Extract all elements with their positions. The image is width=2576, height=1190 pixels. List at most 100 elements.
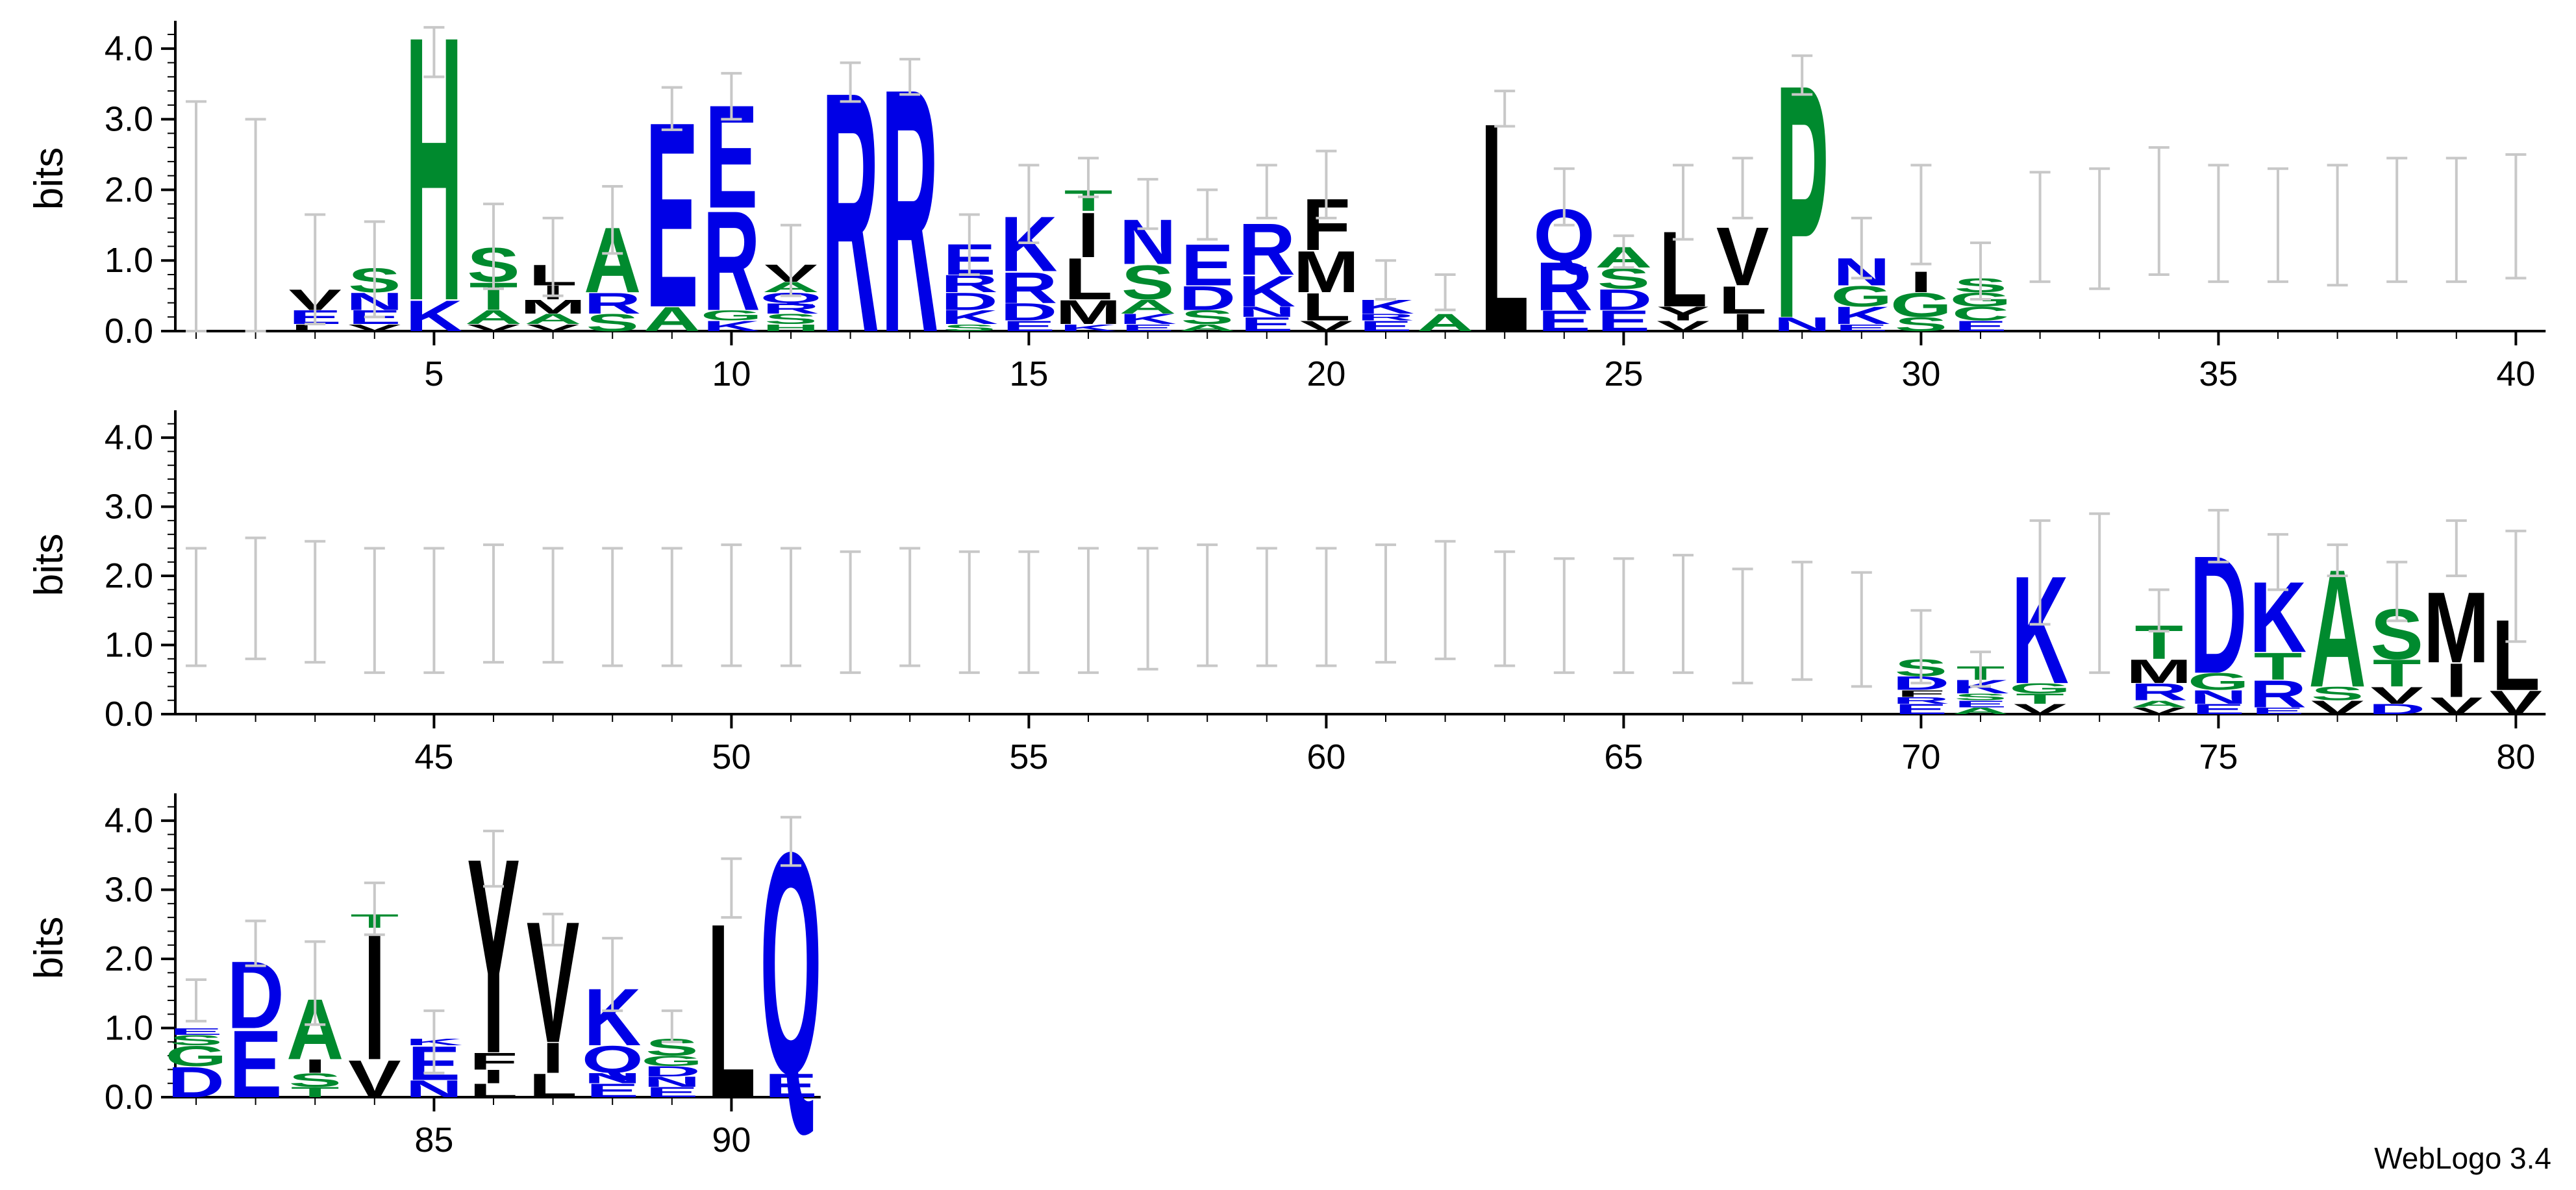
logo-column-85: NEK [405, 1009, 463, 1102]
logo-letter: G [2188, 669, 2249, 695]
logo-column-39 [2445, 156, 2467, 283]
logo-letter: R [584, 287, 641, 320]
logo-column-23: L [1481, 61, 1529, 395]
y-tick-label: 0.0 [105, 1078, 153, 1117]
logo-letter: K [1833, 302, 1890, 329]
logo-letter: L [1064, 246, 1113, 312]
logo-letter: E [1954, 317, 2007, 334]
logo-letter: R [1357, 312, 1414, 323]
y-tick-label: 2.0 [105, 170, 153, 209]
logo-column-43 [305, 539, 326, 664]
logo-letter: I [304, 1056, 326, 1077]
logo-column-46 [483, 543, 504, 664]
logo-column-56 [1078, 547, 1099, 675]
logo-column-22: A [1417, 273, 1474, 336]
logo-letter: K [405, 291, 462, 341]
x-tick-label: 50 [712, 738, 751, 776]
logo-column-69 [1851, 571, 1872, 688]
logo-letter: E [645, 1084, 698, 1100]
logo-column-1 [186, 100, 206, 332]
logo-column-70: ERFDS [1892, 609, 1950, 717]
logo-column-33 [2089, 167, 2110, 290]
logo-column-32 [2029, 171, 2051, 283]
y-tick-label: 1.0 [105, 241, 153, 280]
y-tick-label: 1.0 [105, 626, 153, 665]
logo-letter: V [2430, 693, 2482, 719]
logo-letter: A [1119, 295, 1176, 317]
logo-column-31: ECGS [1949, 242, 2012, 334]
logo-letter: L [529, 1067, 577, 1104]
logo-column-55 [1018, 550, 1040, 675]
footer-label: WebLogo 3.4 [2374, 1141, 2551, 1175]
logo-letter: G [1890, 286, 1952, 324]
logo-letter: T [2016, 691, 2064, 707]
y-axis-label: bits [27, 917, 71, 979]
logo-letter: A [1952, 706, 2009, 716]
logo-letter: L [291, 322, 340, 333]
y-tick-label: 3.0 [105, 100, 153, 139]
logo-letter: S [764, 310, 817, 327]
logo-letter: R [703, 180, 760, 340]
logo-letter: V [2311, 697, 2364, 718]
logo-letter: V [2014, 701, 2066, 717]
logo-letter: E [169, 1026, 222, 1037]
logo-letter: N [2190, 686, 2247, 708]
logo-column-61 [1375, 543, 1396, 664]
logo-letter: N [1238, 304, 1295, 321]
logo-letter: V [348, 1049, 401, 1108]
logo-letter: N [644, 1074, 701, 1090]
logo-column-3: LEV [288, 213, 342, 333]
logo-column-48 [602, 547, 623, 667]
logo-column-82: ED [227, 919, 284, 1118]
logo-column-62 [1434, 539, 1456, 660]
logo-column-27: ILV [1716, 156, 1769, 336]
logo-column-60 [1316, 547, 1337, 667]
logo-letter: V [527, 322, 579, 333]
logo-column-44 [364, 547, 385, 675]
logo-letter: E [1597, 304, 1650, 338]
logo-column-66 [1673, 554, 1694, 675]
logo-column-8: SRA [584, 184, 641, 336]
logo-letter: M [1294, 239, 1360, 304]
logo-column-49 [661, 547, 682, 667]
logo-letter: E [1835, 322, 1888, 333]
logo-letter: S [2311, 683, 2364, 704]
logo-column-45 [423, 547, 445, 675]
logo-letter: V [2132, 706, 2185, 716]
logo-column-11: HSRQAV [760, 223, 822, 333]
logo-letter: T [291, 1084, 340, 1100]
logo-letter: N [584, 1071, 641, 1087]
logo-column-42 [245, 536, 266, 660]
y-tick-label: 0.0 [105, 312, 153, 351]
logo-letter: G [2009, 680, 2071, 697]
y-tick-label: 2.0 [105, 556, 153, 595]
logo-letter: R [2131, 679, 2188, 706]
logo-letter: S [1181, 306, 1233, 328]
logo-letter: D [2368, 701, 2425, 717]
logo-letter: I [1077, 200, 1099, 271]
logo-letter: A [1417, 309, 1474, 336]
logo-letter: G [1831, 280, 1892, 313]
logo-letter: C [1952, 303, 2009, 325]
y-tick-label: 4.0 [105, 29, 153, 68]
logo-letter: M [2423, 571, 2490, 684]
x-tick-label: 85 [414, 1121, 453, 1159]
logo-letter: V [2490, 684, 2542, 721]
logo-column-41 [186, 547, 206, 667]
logo-letter: S [288, 1069, 341, 1091]
logo-letter: E [1954, 699, 2007, 709]
logo-column-73 [2089, 512, 2110, 675]
logo-column-67 [1732, 567, 1753, 685]
logo-letter: G [701, 307, 762, 324]
